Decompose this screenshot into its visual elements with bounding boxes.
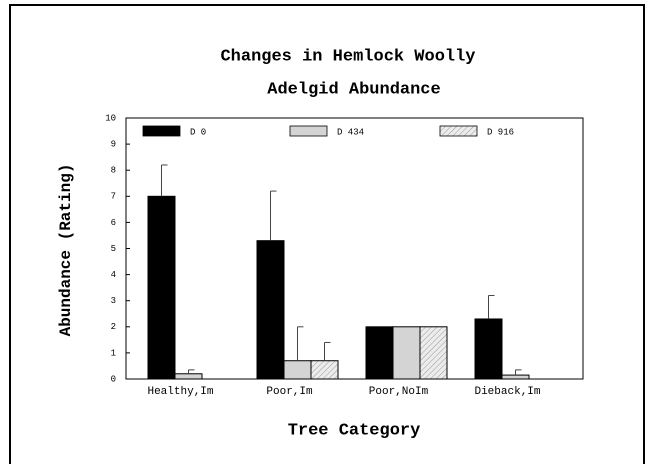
y-tick-label: 2 — [111, 322, 116, 332]
legend-label: D 434 — [337, 127, 364, 137]
y-tick-label: 5 — [111, 244, 116, 254]
bar — [419, 326, 448, 380]
legend-swatch — [142, 125, 181, 137]
bar — [147, 195, 176, 380]
bar — [501, 374, 530, 380]
bar — [474, 318, 503, 380]
bar — [256, 240, 285, 380]
bar — [310, 360, 339, 380]
y-axis-label: Abundance (Rating) — [57, 164, 75, 337]
x-axis-label: Tree Category — [288, 421, 421, 440]
frame — [9, 4, 645, 464]
y-tick-label: 10 — [105, 113, 116, 123]
bar — [365, 326, 394, 380]
bar — [174, 373, 203, 380]
y-tick-label: 7 — [111, 192, 116, 202]
legend-label: D 0 — [190, 127, 206, 137]
legend-swatch — [289, 125, 328, 137]
y-tick-label: 0 — [111, 374, 116, 384]
bar — [283, 360, 312, 380]
bar — [392, 326, 421, 380]
chart-title: Adelgid Abundance — [267, 80, 440, 99]
x-tick-label: Healthy,Im — [147, 386, 213, 398]
y-tick-label: 9 — [111, 139, 116, 149]
x-tick-label: Poor,NoIm — [369, 386, 429, 398]
legend-swatch — [439, 125, 478, 137]
y-tick-label: 3 — [111, 296, 116, 306]
y-tick-label: 1 — [111, 348, 116, 358]
y-tick-label: 6 — [111, 218, 116, 228]
y-tick-label: 8 — [111, 166, 116, 176]
y-tick-label: 4 — [111, 270, 116, 280]
legend-label: D 916 — [487, 127, 514, 137]
x-tick-label: Poor,Im — [266, 386, 313, 398]
x-tick-label: Dieback,Im — [474, 386, 540, 398]
chart-title: Changes in Hemlock Woolly — [220, 47, 475, 66]
